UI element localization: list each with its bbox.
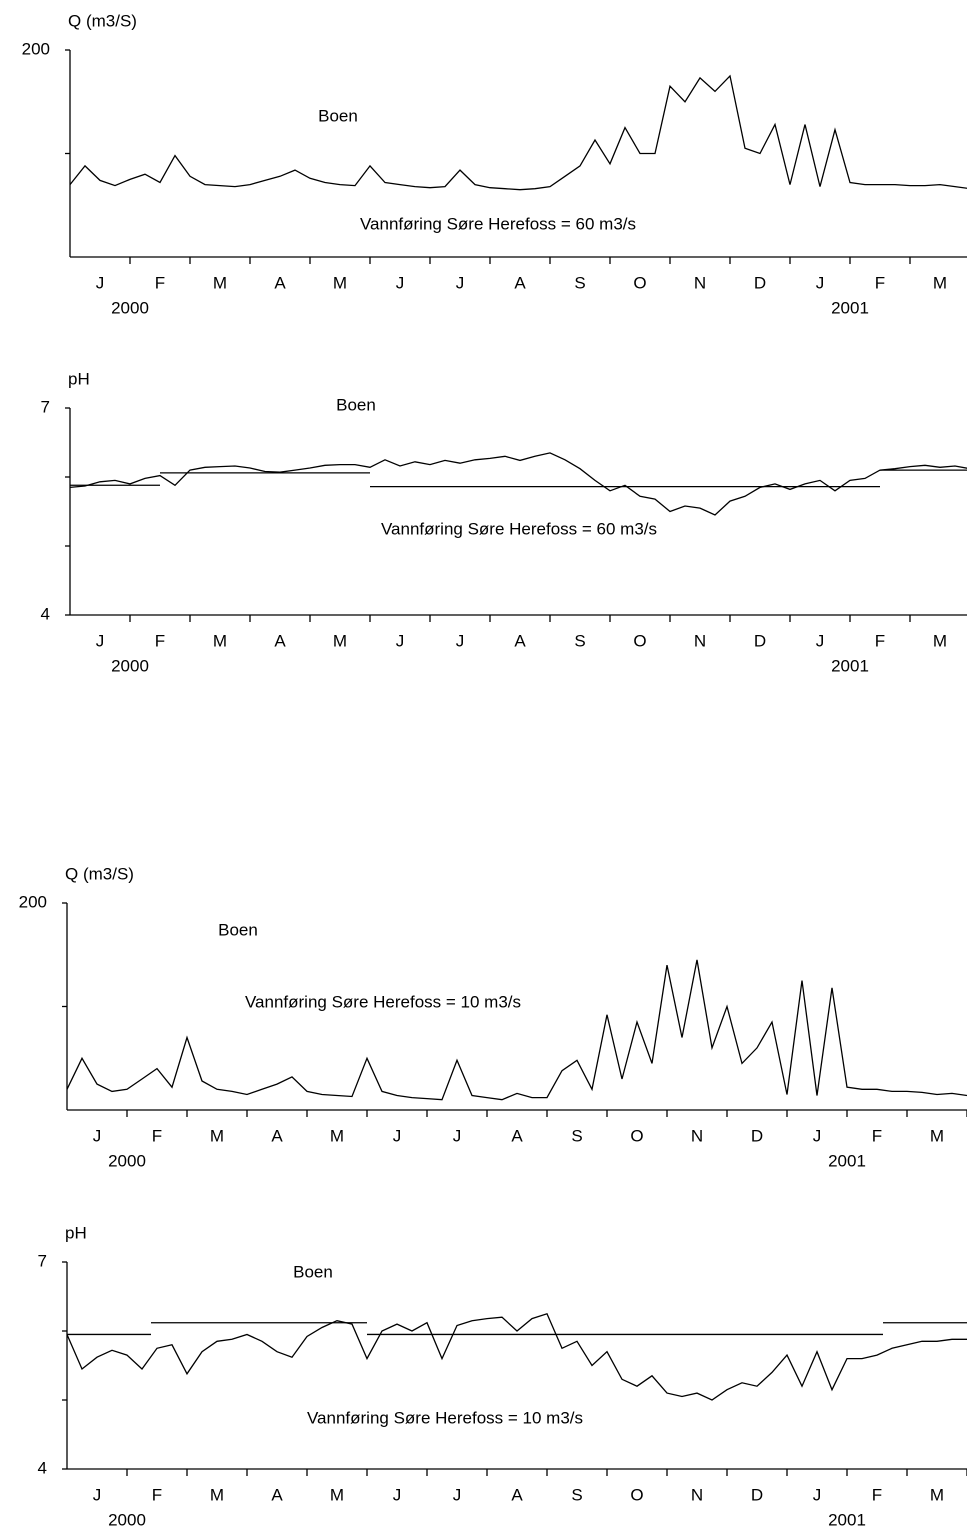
y-tick-label: 200 (22, 39, 50, 58)
x-tick-label: S (574, 273, 585, 292)
x-tick-label: M (930, 1485, 944, 1504)
station-label: Boen (318, 106, 358, 125)
y-axis-label: Q (m3/S) (68, 11, 137, 30)
annotation: Vannføring Søre Herefoss = 10 m3/s (245, 992, 521, 1011)
y-tick-label: 4 (41, 604, 50, 623)
data-line (66, 959, 967, 1101)
x-tick-label: F (155, 273, 165, 292)
x-tick-label: A (274, 631, 286, 650)
x-tick-label: J (456, 631, 465, 650)
data-line (69, 74, 967, 191)
x-tick-label: A (514, 631, 526, 650)
x-tick-label: M (930, 1126, 944, 1145)
x-tick-label: O (633, 273, 646, 292)
x-tick-label: A (271, 1485, 283, 1504)
x-tick-label: S (574, 631, 585, 650)
x-tick-label: F (872, 1126, 882, 1145)
year-label: 2001 (828, 1151, 866, 1170)
year-label: 2000 (111, 656, 149, 675)
x-tick-label: F (872, 1485, 882, 1504)
y-tick-label: 4 (38, 1458, 47, 1477)
x-tick-label: N (694, 631, 706, 650)
annotation: Vannføring Søre Herefoss = 60 m3/s (381, 519, 657, 538)
y-axis-label: Q (m3/S) (65, 864, 134, 883)
x-tick-label: N (691, 1485, 703, 1504)
x-tick-label: F (155, 631, 165, 650)
year-label: 2000 (108, 1151, 146, 1170)
year-label: 2001 (828, 1510, 866, 1529)
x-tick-label: J (813, 1126, 822, 1145)
x-tick-label: J (453, 1485, 462, 1504)
x-tick-label: J (453, 1126, 462, 1145)
x-tick-label: J (396, 273, 405, 292)
y-axis-label: pH (65, 1223, 87, 1242)
x-tick-label: J (93, 1126, 102, 1145)
x-tick-label: M (933, 631, 947, 650)
x-tick-label: J (816, 273, 825, 292)
x-tick-label: J (393, 1126, 402, 1145)
station-label: Boen (218, 920, 258, 939)
x-tick-label: M (213, 631, 227, 650)
x-tick-label: S (571, 1485, 582, 1504)
x-tick-label: D (754, 631, 766, 650)
x-tick-label: M (933, 273, 947, 292)
x-tick-label: D (754, 273, 766, 292)
x-tick-label: A (274, 273, 286, 292)
x-tick-label: M (330, 1485, 344, 1504)
y-tick-label: 7 (41, 397, 50, 416)
x-tick-label: F (152, 1126, 162, 1145)
x-tick-label: M (210, 1126, 224, 1145)
x-tick-label: O (633, 631, 646, 650)
x-tick-label: M (213, 273, 227, 292)
x-tick-label: S (571, 1126, 582, 1145)
year-label: 2001 (831, 656, 869, 675)
x-tick-label: A (511, 1126, 523, 1145)
x-tick-label: M (330, 1126, 344, 1145)
station-label: Boen (336, 395, 376, 414)
x-tick-label: A (271, 1126, 283, 1145)
x-tick-label: D (751, 1485, 763, 1504)
x-tick-label: M (210, 1485, 224, 1504)
year-label: 2000 (111, 298, 149, 317)
station-label: Boen (293, 1262, 333, 1281)
y-tick-label: 200 (19, 892, 47, 911)
annotation: Vannføring Søre Herefoss = 10 m3/s (307, 1408, 583, 1427)
x-tick-label: M (333, 631, 347, 650)
x-tick-label: A (514, 273, 526, 292)
x-tick-label: J (96, 273, 105, 292)
x-tick-label: N (691, 1126, 703, 1145)
x-tick-label: J (813, 1485, 822, 1504)
x-tick-label: F (875, 631, 885, 650)
annotation: Vannføring Søre Herefoss = 60 m3/s (360, 214, 636, 233)
x-tick-label: J (456, 273, 465, 292)
x-tick-label: D (751, 1126, 763, 1145)
x-tick-label: A (511, 1485, 523, 1504)
data-line (66, 1313, 967, 1401)
x-tick-label: J (393, 1485, 402, 1504)
year-label: 2001 (831, 298, 869, 317)
y-tick-label: 7 (38, 1251, 47, 1270)
x-tick-label: J (93, 1485, 102, 1504)
data-line (69, 452, 967, 516)
x-tick-label: J (96, 631, 105, 650)
x-tick-label: F (152, 1485, 162, 1504)
year-label: 2000 (108, 1510, 146, 1529)
x-tick-label: O (630, 1485, 643, 1504)
x-tick-label: J (396, 631, 405, 650)
x-tick-label: F (875, 273, 885, 292)
x-tick-label: M (333, 273, 347, 292)
x-tick-label: O (630, 1126, 643, 1145)
y-axis-label: pH (68, 369, 90, 388)
x-tick-label: N (694, 273, 706, 292)
x-tick-label: J (816, 631, 825, 650)
